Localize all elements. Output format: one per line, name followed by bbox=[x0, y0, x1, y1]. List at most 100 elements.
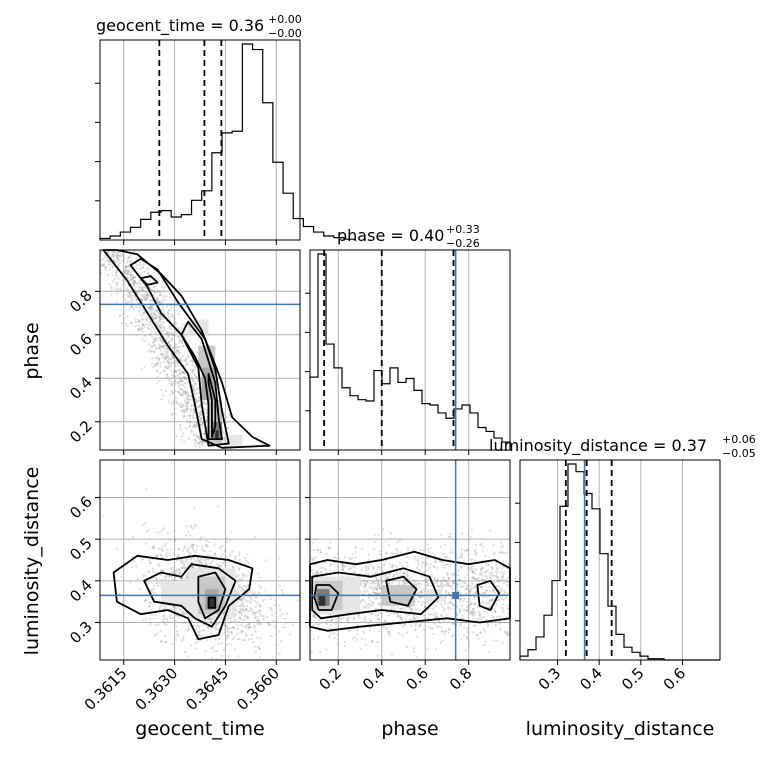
panel-geocent-time-vs-luminosity-distance-sample-point bbox=[152, 570, 155, 573]
panel-phase-vs-luminosity-distance-sample-point bbox=[359, 582, 362, 585]
panel-geocent-time-vs-phase-sample-point bbox=[150, 323, 153, 327]
panel-geocent-time-vs-phase-sample-point bbox=[227, 420, 230, 424]
panel-phase-vs-luminosity-distance-sample-point bbox=[400, 616, 403, 620]
panel-phase-vs-luminosity-distance-sample-point bbox=[314, 556, 317, 559]
panel-geocent-time-vs-phase-sample-point bbox=[199, 413, 202, 417]
panel-geocent-time-vs-luminosity-distance-sample-point bbox=[249, 622, 252, 625]
panel-phase-vs-luminosity-distance-sample-point bbox=[502, 565, 506, 569]
panel-geocent-time-vs-phase-sample-point bbox=[201, 426, 204, 429]
xtick-label-geocent-time: 0.3645 bbox=[182, 664, 232, 714]
panel-geocent-time-vs-luminosity-distance-sample-point bbox=[248, 625, 251, 629]
panel-phase-vs-luminosity-distance-sample-point bbox=[400, 616, 403, 619]
panel-phase-vs-luminosity-distance-sample-point bbox=[419, 591, 422, 594]
panel-geocent-time-vs-luminosity-distance-sample-point bbox=[218, 637, 221, 640]
panel-geocent-time-vs-phase-sample-point bbox=[183, 386, 186, 389]
panel-geocent-time-vs-phase-sample-point bbox=[149, 304, 152, 307]
panel-geocent-time-vs-phase-sample-point bbox=[122, 293, 125, 296]
panel-geocent-time-vs-phase-sample-point bbox=[164, 389, 167, 393]
panel-geocent-time-vs-phase-sample-point bbox=[189, 409, 192, 412]
panel-phase-vs-luminosity-distance-sample-point bbox=[380, 582, 383, 585]
panel-geocent-time-vs-phase-sample-point bbox=[160, 353, 163, 356]
panel-geocent-time-vs-luminosity-distance-sample-point bbox=[204, 619, 207, 623]
xtick-label-luminosity-distance: 0.6 bbox=[660, 664, 690, 694]
panel-geocent-time-vs-phase-sample-point bbox=[129, 294, 132, 297]
panel-geocent-time-vs-luminosity-distance-sample-point bbox=[254, 596, 257, 599]
panel-phase-vs-luminosity-distance-sample-point bbox=[504, 596, 507, 600]
panel-geocent-time-vs-luminosity-distance-sample-point bbox=[279, 640, 282, 643]
panel-phase-vs-luminosity-distance-sample-point bbox=[472, 611, 476, 614]
panel-geocent-time-vs-phase-sample-point bbox=[184, 377, 187, 380]
panel-geocent-time-vs-phase-contour bbox=[180, 320, 223, 440]
panel-phase-vs-luminosity-distance-sample-point bbox=[414, 583, 417, 586]
panel-geocent-time-vs-phase-sample-point bbox=[122, 289, 126, 292]
panel-phase-vs-luminosity-distance-sample-point bbox=[471, 611, 475, 615]
panel-geocent-time-vs-phase-sample-point bbox=[160, 301, 163, 304]
panel-geocent-time-vs-luminosity-distance-sample-point bbox=[246, 615, 249, 618]
panel-geocent-time-vs-phase-sample-point bbox=[102, 263, 105, 266]
panel-geocent-time-vs-phase-sample-point bbox=[186, 418, 189, 421]
ylabel-luminosity-distance: luminosity_distance bbox=[21, 467, 43, 656]
panel-phase-vs-luminosity-distance-sample-point bbox=[465, 549, 468, 552]
panel-phase-vs-luminosity-distance-sample-point bbox=[480, 569, 483, 572]
panel-phase-vs-luminosity-distance-sample-point bbox=[447, 535, 450, 538]
panel-phase-vs-luminosity-distance-sample-point bbox=[406, 561, 409, 564]
panel-geocent-time-vs-luminosity-distance-sample-point bbox=[235, 589, 238, 592]
panel-geocent-time-vs-luminosity-distance-sample-point bbox=[210, 632, 213, 635]
panel-phase-vs-luminosity-distance-sample-point bbox=[404, 581, 407, 584]
panel-geocent-time-vs-luminosity-distance-sample-point bbox=[208, 540, 211, 544]
panel-geocent-time-vs-phase-sample-point bbox=[148, 296, 151, 299]
title-luminosity-distance-minus: −0.05 bbox=[722, 447, 756, 460]
panel-phase-vs-luminosity-distance-sample-point bbox=[414, 608, 417, 611]
panel-geocent-time-vs-phase-sample-point bbox=[167, 356, 170, 359]
panel-phase-vs-luminosity-distance-sample-point bbox=[498, 580, 501, 583]
panel-geocent-time-vs-phase-sample-point bbox=[163, 294, 166, 297]
xtick-label-luminosity-distance: 0.5 bbox=[618, 664, 648, 694]
panel-geocent-time-vs-phase-sample-point bbox=[124, 298, 127, 301]
panel-geocent-time-vs-luminosity-distance-sample-point bbox=[245, 624, 248, 628]
panel-phase-vs-luminosity-distance-sample-point bbox=[502, 560, 505, 563]
panel-phase-vs-luminosity-distance-sample-point bbox=[341, 562, 344, 566]
panel-geocent-time-vs-phase-sample-point bbox=[185, 396, 188, 399]
panel-geocent-time-vs-phase-sample-point bbox=[184, 427, 188, 430]
panel-phase-vs-luminosity-distance-sample-point bbox=[471, 583, 474, 586]
panel-phase-vs-luminosity-distance-sample-point bbox=[425, 561, 428, 564]
panel-phase-vs-luminosity-distance-sample-point bbox=[369, 564, 372, 567]
panel-geocent-time-vs-phase-sample-point bbox=[179, 372, 182, 375]
panel-geocent-time-vs-luminosity-distance-sample-point bbox=[241, 602, 244, 605]
panel-geocent-time-vs-phase-sample-point bbox=[182, 323, 185, 326]
panel-phase-vs-luminosity-distance-sample-point bbox=[459, 624, 462, 627]
panel-geocent-time-vs-phase-sample-point bbox=[141, 322, 144, 325]
panel-geocent-time-vs-luminosity-distance-sample-point bbox=[216, 563, 219, 566]
panel-phase-vs-luminosity-distance-sample-point bbox=[364, 572, 367, 576]
panel-geocent-time-vs-phase-sample-point bbox=[186, 398, 189, 401]
panel-phase-vs-luminosity-distance-sample-point bbox=[444, 590, 447, 593]
panel-phase-vs-luminosity-distance-sample-point bbox=[314, 616, 317, 620]
panel-geocent-time-vs-phase-sample-point bbox=[165, 374, 169, 377]
panel-geocent-time-vs-luminosity-distance-sample-point bbox=[245, 605, 248, 608]
panel-phase-vs-luminosity-distance-sample-point bbox=[474, 559, 477, 562]
panel-geocent-time-vs-phase-sample-point bbox=[163, 360, 166, 363]
panel-phase-vs-luminosity-distance-sample-point bbox=[343, 565, 346, 568]
panel-geocent-time-vs-luminosity-distance-sample-point bbox=[233, 620, 237, 623]
panel-geocent-time-vs-luminosity-distance-sample-point bbox=[147, 582, 150, 585]
panel-geocent-time-vs-phase-sample-point bbox=[177, 349, 180, 353]
panel-geocent-time-vs-phase-sample-point bbox=[111, 265, 114, 268]
panel-geocent-time-vs-luminosity-distance-contour bbox=[143, 563, 237, 628]
panel-geocent-time-vs-phase-sample-point bbox=[159, 338, 162, 341]
ytick-label-phase: 0.4 bbox=[66, 373, 96, 403]
panel-phase-vs-luminosity-distance-sample-point bbox=[474, 577, 477, 581]
panel-geocent-time-vs-luminosity-distance-sample-point bbox=[235, 575, 238, 579]
panel-phase-vs-luminosity-distance-sample-point bbox=[470, 603, 473, 606]
panel-geocent-time-vs-luminosity-distance-sample-point bbox=[239, 608, 242, 611]
panel-geocent-time-vs-phase-sample-point bbox=[111, 266, 114, 269]
panel-phase-vs-luminosity-distance-sample-point bbox=[479, 543, 482, 547]
panel-geocent-time-vs-phase-sample-point bbox=[115, 275, 118, 278]
panel-phase-vs-luminosity-distance-sample-point bbox=[506, 581, 509, 584]
panel-geocent-time-vs-phase-sample-point bbox=[203, 432, 206, 435]
panel-geocent-time-vs-phase-density-cell bbox=[188, 319, 209, 335]
panel-phase-vs-luminosity-distance-sample-point bbox=[421, 600, 424, 603]
panel-phase-vs-luminosity-distance-sample-point bbox=[369, 582, 372, 585]
panel-phase-vs-luminosity-distance-sample-point bbox=[507, 632, 510, 636]
panel-geocent-time-vs-phase-sample-point bbox=[120, 322, 123, 325]
